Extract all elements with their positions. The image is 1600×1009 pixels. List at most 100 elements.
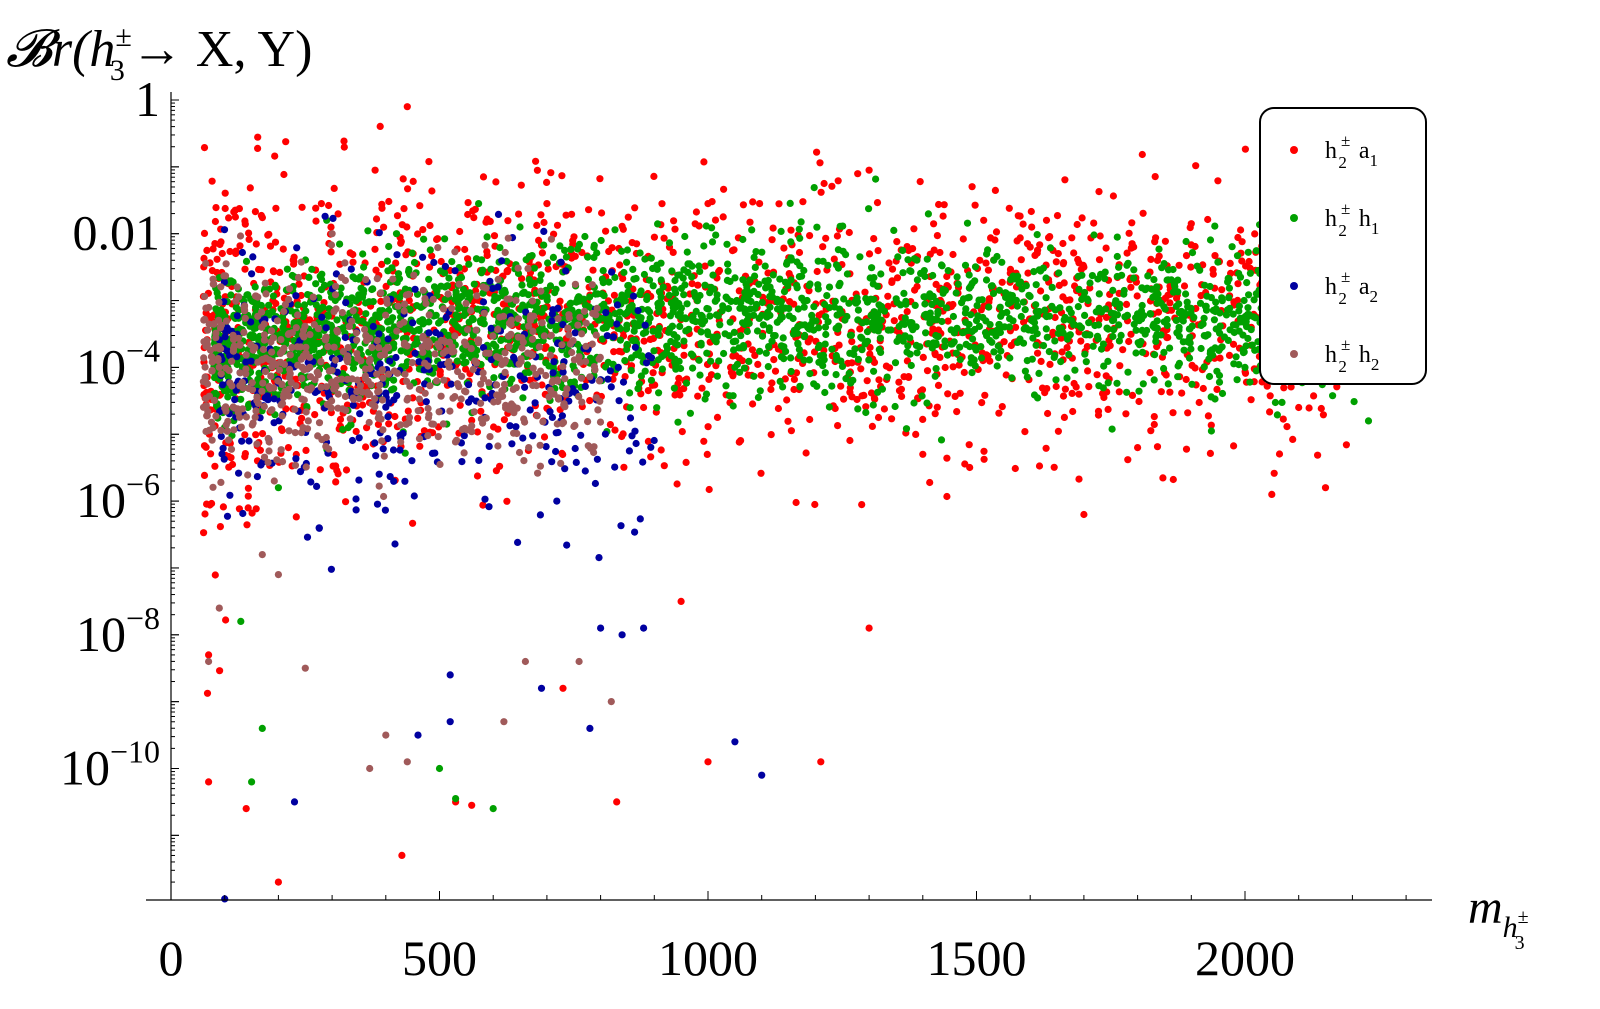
- data-point: [392, 230, 401, 238]
- data-point: [251, 208, 259, 216]
- data-point: [255, 265, 263, 274]
- data-point: [242, 805, 250, 813]
- plot-area: [199, 103, 1373, 903]
- data-point: [697, 311, 705, 319]
- data-point: [384, 335, 392, 343]
- data-point: [624, 307, 632, 315]
- data-point: [497, 336, 505, 344]
- data-point: [373, 370, 381, 378]
- data-point: [893, 298, 901, 306]
- data-point: [973, 302, 981, 310]
- data-point: [839, 222, 847, 230]
- data-point: [455, 383, 463, 391]
- data-point: [1191, 242, 1199, 251]
- data-point: [1225, 351, 1234, 359]
- data-point: [726, 318, 734, 326]
- data-point: [500, 380, 509, 389]
- data-point: [432, 311, 440, 319]
- data-point: [277, 446, 285, 454]
- data-point: [1060, 413, 1068, 421]
- data-point: [1046, 244, 1055, 252]
- data-point: [654, 328, 662, 336]
- data-point: [1014, 212, 1022, 220]
- data-point: [485, 442, 493, 450]
- data-point: [494, 275, 502, 283]
- data-point: [1109, 286, 1117, 294]
- data-point: [494, 210, 503, 218]
- data-point: [906, 334, 914, 342]
- data-point: [408, 359, 416, 367]
- data-point: [701, 262, 709, 270]
- data-point: [790, 330, 798, 338]
- data-point: [1139, 209, 1147, 217]
- data-point: [1245, 257, 1253, 266]
- data-point: [324, 343, 332, 351]
- data-point: [640, 403, 648, 412]
- data-point: [327, 241, 336, 249]
- data-point: [767, 385, 775, 393]
- data-point: [1011, 275, 1019, 283]
- data-point: [324, 312, 332, 320]
- data-point: [227, 454, 235, 462]
- data-point: [748, 346, 757, 354]
- data-point: [252, 407, 260, 415]
- data-point: [998, 403, 1006, 411]
- data-point: [683, 300, 691, 308]
- data-point: [985, 303, 993, 311]
- data-point: [1026, 292, 1034, 300]
- data-point: [671, 285, 679, 293]
- data-point: [1123, 388, 1131, 396]
- data-point: [961, 460, 969, 468]
- data-point: [481, 241, 489, 249]
- data-point: [266, 242, 275, 250]
- data-point: [470, 408, 478, 416]
- data-point: [528, 252, 536, 260]
- data-point: [1222, 311, 1231, 319]
- data-point: [1042, 216, 1051, 224]
- data-point: [715, 357, 723, 365]
- data-point: [876, 334, 885, 342]
- data-point: [810, 380, 818, 388]
- data-point: [543, 293, 551, 301]
- data-point: [600, 314, 608, 322]
- data-point: [921, 300, 929, 308]
- data-point: [1232, 353, 1240, 361]
- data-point: [385, 242, 393, 251]
- data-point: [680, 385, 688, 393]
- data-point: [1233, 376, 1241, 384]
- data-point: [865, 250, 874, 258]
- data-point: [941, 337, 949, 345]
- data-point: [641, 321, 649, 329]
- data-point: [609, 375, 617, 383]
- data-point: [1150, 276, 1158, 284]
- data-point: [931, 410, 939, 418]
- data-point: [503, 295, 511, 303]
- data-point: [649, 369, 657, 377]
- data-point: [745, 319, 753, 327]
- data-point: [677, 284, 686, 292]
- data-point: [1200, 363, 1208, 371]
- data-point: [1006, 354, 1014, 362]
- data-point: [695, 262, 703, 270]
- data-point: [1070, 321, 1078, 329]
- data-point: [602, 324, 610, 332]
- data-point: [485, 379, 493, 387]
- data-point: [331, 291, 340, 299]
- data-point: [1132, 349, 1140, 357]
- data-point: [398, 851, 406, 860]
- data-point: [473, 292, 481, 300]
- data-point: [257, 301, 265, 310]
- data-point: [441, 235, 449, 243]
- data-point: [1078, 214, 1086, 222]
- data-point: [611, 426, 619, 434]
- data-point: [310, 344, 318, 352]
- data-point: [1027, 207, 1035, 216]
- data-point: [485, 503, 493, 511]
- data-point: [315, 419, 324, 427]
- data-point: [251, 292, 260, 300]
- data-point: [522, 308, 530, 316]
- data-point: [901, 314, 909, 322]
- data-point: [1202, 306, 1211, 314]
- data-point: [410, 258, 419, 267]
- data-point: [365, 418, 373, 427]
